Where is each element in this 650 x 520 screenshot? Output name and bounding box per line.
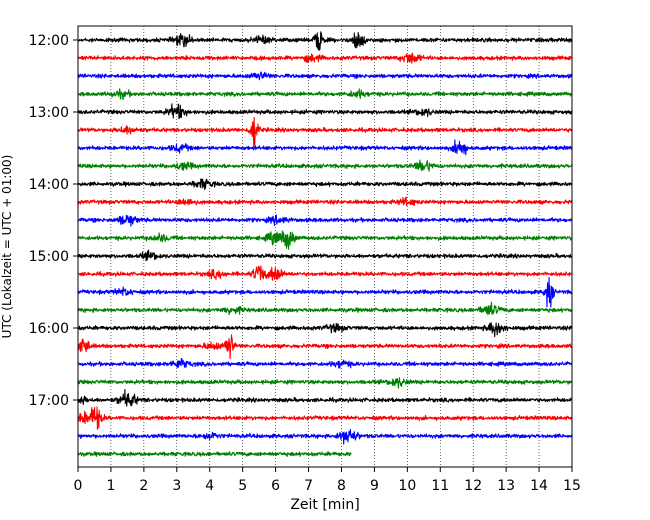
x-tick-label: 2: [139, 478, 148, 494]
trace-line: [77, 159, 573, 172]
y-tick-label: 15:00: [29, 249, 69, 265]
y-tick-label: 13:00: [29, 105, 69, 121]
trace-line: [77, 249, 573, 262]
trace-line: [77, 230, 573, 250]
trace-line: [77, 406, 573, 430]
trace-line: [77, 214, 573, 227]
x-tick-label: 6: [271, 478, 280, 494]
trace-line: [77, 196, 573, 207]
trace-line: [77, 88, 573, 100]
trace-line: [77, 377, 573, 389]
x-axis-label: Zeit [min]: [290, 497, 359, 513]
x-tick-label: 3: [172, 478, 181, 494]
y-tick-label: 14:00: [29, 177, 69, 193]
x-tick-label: 0: [74, 478, 83, 494]
y-tick-label: 17:00: [29, 393, 69, 409]
trace-line: [77, 116, 573, 148]
trace-line: [77, 265, 573, 281]
y-axis-label: UTC (Lokalzeit = UTC + 01:00): [0, 155, 14, 339]
trace-line: [77, 52, 573, 64]
trace-line: [77, 31, 573, 51]
x-tick-label: 7: [304, 478, 313, 494]
trace-line: [77, 428, 573, 445]
y-axis-ticks: 12:00 13:00 14:00 15:00 16:00 17:00: [29, 33, 78, 409]
trace-line: [77, 276, 573, 308]
trace-lines: [77, 31, 573, 457]
x-tick-label: 1: [106, 478, 115, 494]
y-tick-label: 16:00: [29, 321, 69, 337]
y-tick-label: 12:00: [29, 33, 69, 49]
x-tick-label: 13: [497, 478, 515, 494]
x-tick-label: 5: [238, 478, 247, 494]
x-tick-label: 14: [530, 478, 548, 494]
trace-line: [77, 301, 573, 316]
x-tick-label: 4: [205, 478, 214, 494]
plot-frame: [77, 25, 573, 468]
trace-line: [77, 450, 352, 457]
x-tick-label: 10: [398, 478, 416, 494]
trace-line: [77, 71, 573, 81]
trace-line: [77, 139, 573, 156]
x-tick-label: 11: [431, 478, 449, 494]
x-tick-label: 15: [563, 478, 581, 494]
trace-line: [77, 322, 573, 338]
x-tick-label: 9: [370, 478, 379, 494]
trace-line: [77, 334, 573, 360]
trace-line: [77, 178, 573, 191]
x-tick-label: 12: [464, 478, 482, 494]
x-tick-label: 8: [337, 478, 346, 494]
x-axis-ticks: 0 1 2 3 4 5 6 7 8 9 10 11 12 13 14 15: [74, 467, 581, 494]
trace-line: [77, 357, 573, 369]
trace-line: [77, 388, 573, 407]
trace-line: [77, 103, 573, 120]
